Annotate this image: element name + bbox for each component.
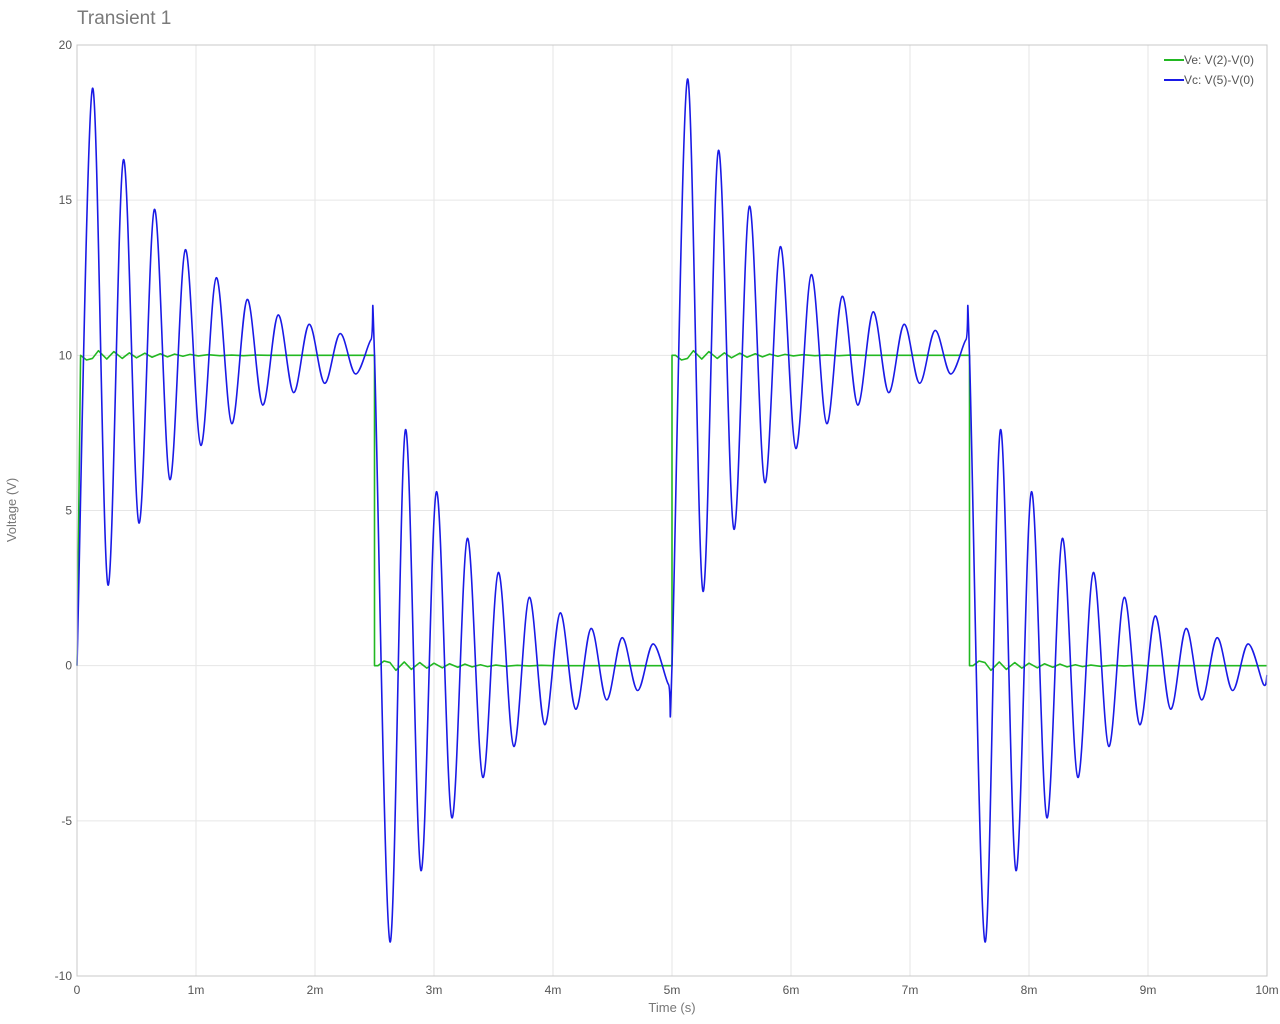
legend: Ve: V(2)-V(0) Vc: V(5)-V(0): [1164, 53, 1254, 87]
legend-label: Ve: V(2)-V(0): [1184, 53, 1254, 67]
x-axis-label: Time (s): [648, 1000, 695, 1015]
legend-label: Vc: V(5)-V(0): [1184, 73, 1254, 87]
plot-area-frame: [76, 44, 1268, 977]
x-tick-label: 7m: [902, 983, 919, 997]
y-tick-label: 10: [59, 348, 73, 362]
x-tick-label: 5m: [664, 983, 681, 997]
y-tick-label: 0: [65, 659, 72, 673]
y-tick-label: -10: [55, 969, 73, 983]
x-tick-label: 1m: [188, 983, 205, 997]
chart-title: Transient 1: [77, 8, 171, 29]
y-tick-label: 20: [59, 38, 73, 52]
x-tick-labels: 0 1m 2m 3m 4m 5m 6m 7m 8m 9m 10m: [74, 983, 1279, 997]
series-line-vc: [76, 78, 1268, 943]
series-layer: [76, 78, 1268, 943]
x-tick-label: 4m: [545, 983, 562, 997]
x-tick-label: 9m: [1140, 983, 1157, 997]
y-tick-labels: 20 15 10 5 0 -5 -10: [55, 38, 73, 983]
x-tick-label: 2m: [307, 983, 324, 997]
x-tick-label: 8m: [1021, 983, 1038, 997]
x-tick-label: 10m: [1255, 983, 1278, 997]
y-axis-label: Voltage (V): [4, 478, 19, 542]
x-tick-label: 0: [74, 983, 81, 997]
x-tick-label: 6m: [783, 983, 800, 997]
y-tick-label: 5: [65, 504, 72, 518]
series-line-ve: [76, 349, 1267, 672]
y-tick-label: -5: [61, 814, 72, 828]
x-tick-label: 3m: [426, 983, 443, 997]
y-tick-label: 15: [59, 193, 73, 207]
